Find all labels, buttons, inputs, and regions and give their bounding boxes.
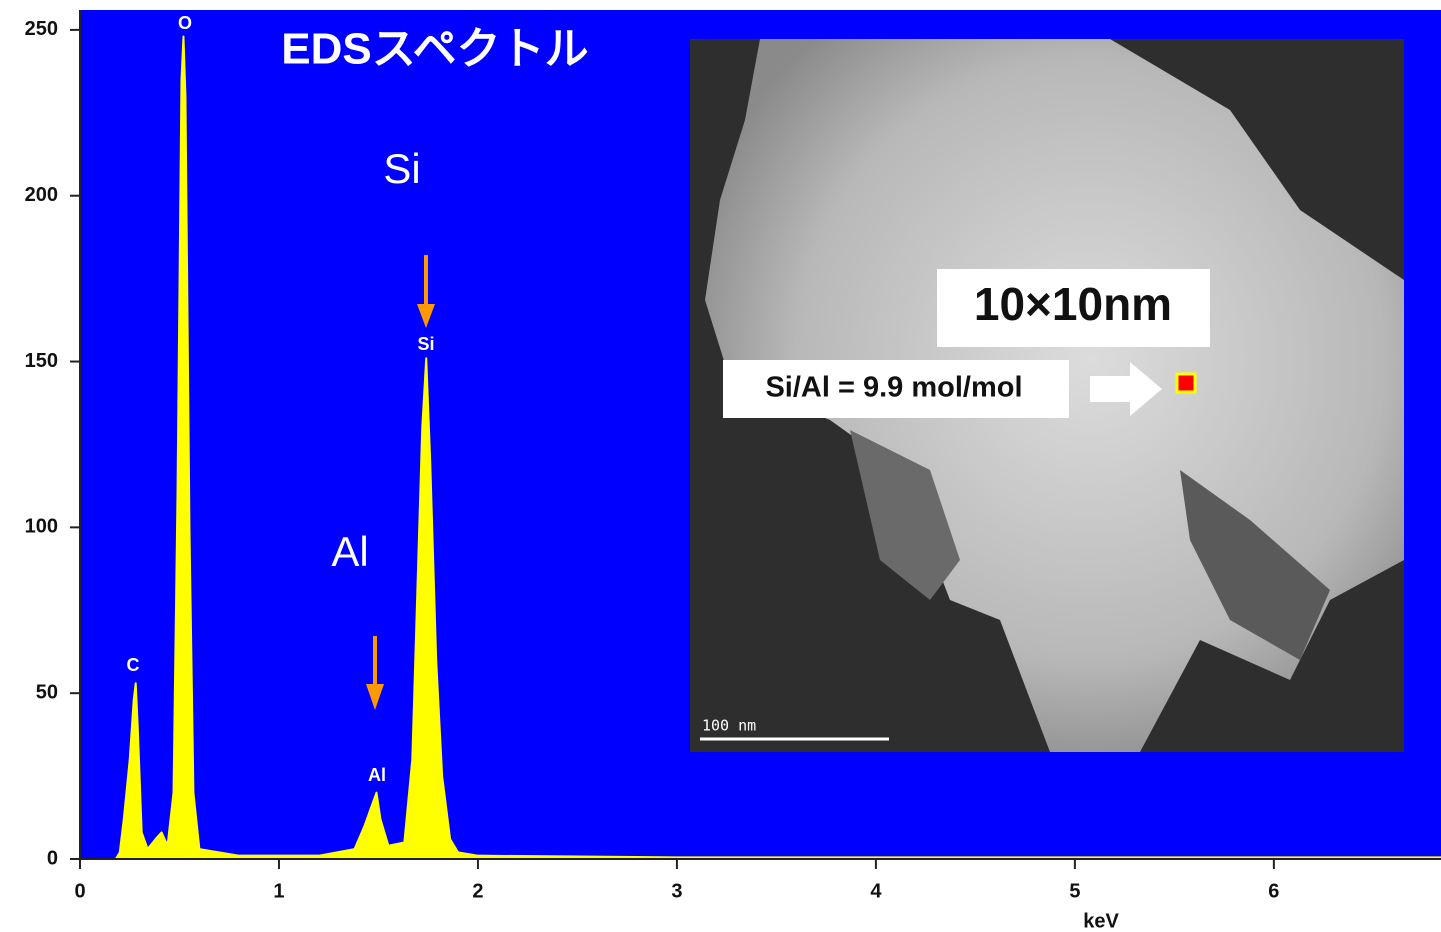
y-tick-label: 0 [47, 847, 58, 869]
peak-label: Si [417, 334, 434, 354]
chart: 100 nm 10×10nm Si/Al = 9.9 mol/mol EDSスペ… [0, 0, 1441, 932]
x-tick-label: 3 [671, 880, 682, 902]
y-tick-label: 150 [25, 350, 58, 372]
element-label: Si [383, 145, 420, 192]
x-tick-label: 1 [273, 880, 284, 902]
element-label: Al [331, 528, 368, 575]
peak-label: Al [368, 765, 386, 785]
x-tick-label: 4 [870, 880, 882, 902]
x-tick-label: 0 [74, 880, 85, 902]
inset-image: 100 nm 10×10nm Si/Al = 9.9 mol/mol [690, 39, 1404, 752]
x-tick-label: 5 [1069, 880, 1080, 902]
peak-label: C [127, 655, 140, 675]
y-tick-label: 100 [25, 516, 58, 538]
x-tick-label: 6 [1268, 880, 1279, 902]
chart-title: EDSスペクトル [281, 25, 588, 74]
y-tick-label: 250 [25, 18, 58, 40]
x-axis-label: keV [1083, 910, 1119, 932]
x-tick-label: 2 [472, 880, 483, 902]
area-label: 10×10nm [974, 278, 1172, 330]
y-tick-label: 50 [36, 681, 58, 703]
ratio-label: Si/Al = 9.9 mol/mol [765, 372, 1022, 404]
analysis-spot [1177, 374, 1195, 392]
peak-label: O [178, 13, 192, 33]
y-tick-label: 200 [25, 184, 58, 206]
scale-label: 100 nm [702, 717, 756, 735]
